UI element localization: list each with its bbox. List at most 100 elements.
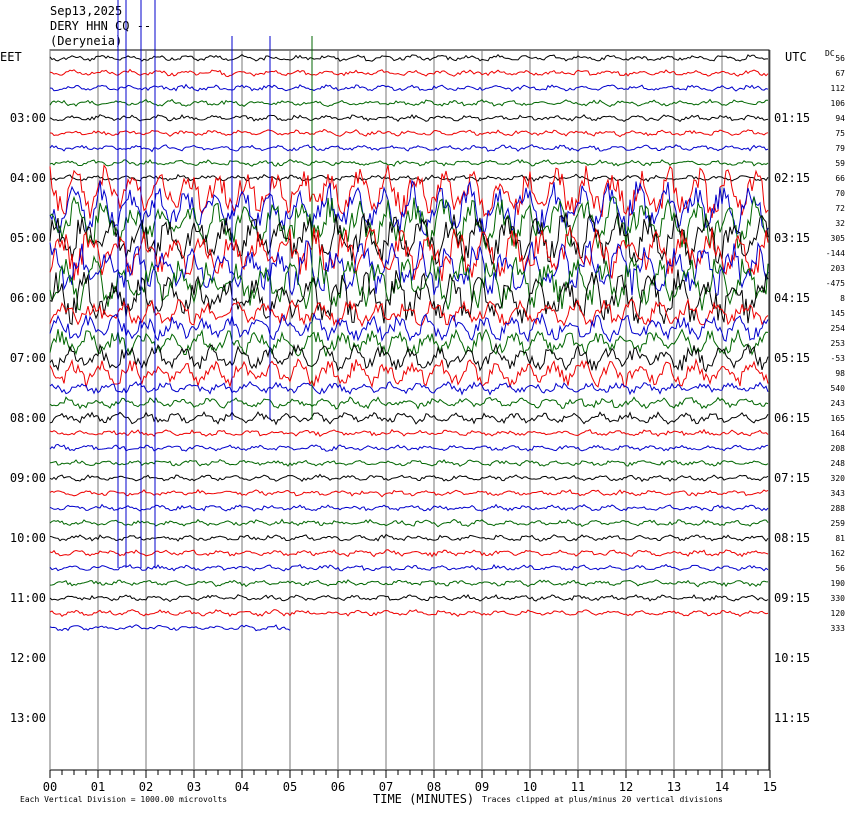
trace <box>49 624 291 632</box>
trace <box>49 113 769 123</box>
date: Sep13,2025 <box>50 4 122 18</box>
dc-offset: 79 <box>835 144 845 153</box>
trace <box>49 443 769 452</box>
x-tick-label: 08 <box>427 780 441 794</box>
x-tick-label: 13 <box>667 780 681 794</box>
dc-offset: -475 <box>826 279 845 288</box>
eet-label: 06:00 <box>10 291 46 305</box>
dc-offset: 112 <box>831 84 846 93</box>
x-tick-label: 05 <box>283 780 297 794</box>
dc-offset: 72 <box>835 204 845 213</box>
trace <box>49 609 769 618</box>
eet-label: 13:00 <box>10 711 46 725</box>
x-tick-label: 03 <box>187 780 201 794</box>
dc-offset: 66 <box>835 174 845 183</box>
dc-offset: 32 <box>835 219 845 228</box>
trace <box>49 473 769 483</box>
trace <box>49 159 769 167</box>
dc-offset: 98 <box>835 369 845 378</box>
eet-label: 09:00 <box>10 471 46 485</box>
x-tick-label: 01 <box>91 780 105 794</box>
scale-note: Each Vertical Division = 1000.00 microvo… <box>20 795 227 804</box>
utc-label: 09:15 <box>774 591 810 605</box>
dc-offset: 330 <box>831 594 846 603</box>
trace <box>49 212 769 266</box>
trace <box>49 579 769 588</box>
utc-label: 05:15 <box>774 351 810 365</box>
dc-offset: 203 <box>831 264 846 273</box>
dc-offset: -144 <box>826 249 845 258</box>
utc-label: 07:15 <box>774 471 810 485</box>
dc-offset: 343 <box>831 489 846 498</box>
traces <box>49 0 769 632</box>
utc-label: 08:15 <box>774 531 810 545</box>
dc-offset: 8 <box>840 294 845 303</box>
trace <box>49 380 769 396</box>
dc-offset: 333 <box>831 624 846 633</box>
dc-offset: 162 <box>831 549 846 558</box>
axis-title: TIME (MINUTES) <box>373 792 474 806</box>
dc-offset: 320 <box>831 474 846 483</box>
station: DERY HHN CQ -- <box>50 19 151 33</box>
eet-label: 03:00 <box>10 111 46 125</box>
trace <box>49 163 769 219</box>
dc-offset: 94 <box>835 114 845 123</box>
eet-label: 12:00 <box>10 651 46 665</box>
dc-offset: 106 <box>831 99 846 108</box>
x-tick-label: 04 <box>235 780 249 794</box>
trace <box>49 428 769 437</box>
x-tick-label: 11 <box>571 780 585 794</box>
trace <box>49 179 769 237</box>
clip-note: Traces clipped at plus/minus 20 vertical… <box>482 795 723 804</box>
trace <box>49 240 769 297</box>
utc-label: 04:15 <box>774 291 810 305</box>
trace <box>49 503 769 512</box>
dc-offset: 59 <box>835 159 845 168</box>
x-tick-label: 07 <box>379 780 393 794</box>
dc-offset: 253 <box>831 339 846 348</box>
eet-label: 07:00 <box>10 351 46 365</box>
trace <box>49 518 769 528</box>
dc-label: DC <box>825 49 835 58</box>
trace <box>49 563 769 572</box>
trace <box>49 68 769 78</box>
dc-offset: 81 <box>835 534 845 543</box>
trace <box>49 53 768 62</box>
trace <box>49 312 769 343</box>
trace <box>49 549 769 558</box>
dc-offset: 70 <box>835 189 845 198</box>
trace <box>49 298 769 328</box>
eet-label: 05:00 <box>10 231 46 245</box>
dc-offset: 259 <box>831 519 846 528</box>
trace <box>49 269 769 326</box>
location: (Deryneia) <box>50 34 122 48</box>
x-tick-label: 00 <box>43 780 57 794</box>
utc-label: 01:15 <box>774 111 810 125</box>
x-tick-label: 02 <box>139 780 153 794</box>
trace <box>49 144 769 153</box>
left-label: EET <box>0 50 22 64</box>
trace <box>49 593 769 603</box>
dc-offset: 190 <box>831 579 846 588</box>
trace <box>49 83 769 92</box>
x-tick-label: 12 <box>619 780 633 794</box>
trace <box>49 533 769 542</box>
dc-offset: 164 <box>831 429 846 438</box>
trace <box>49 488 769 498</box>
eet-label: 10:00 <box>10 531 46 545</box>
trace <box>49 255 769 311</box>
x-tick-label: 14 <box>715 780 729 794</box>
dc-offset: 56 <box>835 54 845 63</box>
x-tick-label: 09 <box>475 780 489 794</box>
dc-offset: 208 <box>831 444 846 453</box>
dc-offset: 248 <box>831 459 846 468</box>
utc-label: 10:15 <box>774 651 810 665</box>
dc-offset: 288 <box>831 504 846 513</box>
utc-label: 11:15 <box>774 711 810 725</box>
plot-frame <box>49 49 770 771</box>
dc-offset: -53 <box>831 354 846 363</box>
eet-label: 04:00 <box>10 171 46 185</box>
dc-offset: 56 <box>835 564 845 573</box>
eet-label: 08:00 <box>10 411 46 425</box>
